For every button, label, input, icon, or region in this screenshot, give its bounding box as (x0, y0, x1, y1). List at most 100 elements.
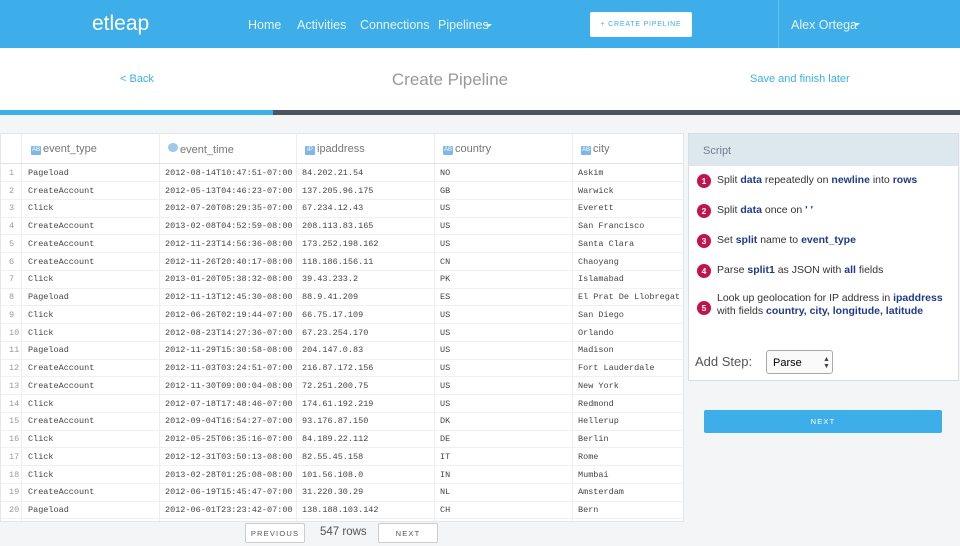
column-name: city (593, 143, 610, 155)
cell: 84.202.21.54 (302, 168, 364, 178)
step-text: Set split name to event_type (717, 234, 952, 247)
row-line (1, 234, 683, 236)
step-word: Set (717, 234, 736, 246)
step-word: Split (717, 174, 741, 186)
cell: IN (440, 469, 451, 480)
row-number: 17 (9, 451, 20, 462)
cell: NL (440, 487, 451, 498)
cell: 2012-09-04T16:54:27-07:00 (165, 416, 293, 427)
column-header: AB event_type (31, 143, 97, 155)
step-number: 4 (697, 264, 711, 278)
cell: DK (440, 416, 451, 427)
step-keyword: ipaddress (893, 292, 943, 304)
cell: CreateAccount (28, 363, 95, 374)
cell: US (440, 221, 451, 232)
nav-link[interactable]: Pipelines (438, 18, 489, 32)
cell: Pageload (28, 168, 69, 178)
back-link[interactable]: < Back (120, 73, 154, 85)
step-word: Look up geolocation for IP address in (717, 292, 894, 304)
row-number: 19 (9, 487, 20, 498)
step-keyword: rows (892, 174, 918, 186)
row-line (1, 411, 683, 413)
select-arrows: ▼ (823, 363, 830, 370)
column-name: event_time (180, 144, 234, 156)
step-text: Parse split1 as JSON with all fields (717, 264, 952, 277)
step-word: name to (757, 234, 802, 246)
cell: 2012-08-23T14:27:36-07:00 (165, 327, 293, 338)
cell: 88.9.41.209 (302, 292, 359, 303)
cell: Pageload (28, 345, 69, 356)
row-line (1, 447, 683, 449)
cell: 2012-06-01T23:23:42-07:00 (165, 505, 293, 516)
step-word: with fields (717, 305, 767, 317)
cell: Islamabad (578, 274, 624, 285)
step-select[interactable]: Parse (766, 350, 833, 374)
nav-link[interactable]: Home (248, 18, 282, 32)
cell: Madison (578, 345, 614, 356)
step-text: Split data once on ' ' (717, 204, 952, 217)
cell: Pageload (28, 505, 69, 516)
cell: Click (28, 434, 54, 445)
row-number: 9 (9, 309, 15, 320)
previous-button[interactable]: PREVIOUS (245, 523, 305, 543)
column-line (159, 134, 160, 521)
row-number: 20 (9, 505, 20, 516)
cell: US (440, 345, 451, 356)
row-number: 12 (9, 363, 20, 374)
cell: US (440, 380, 451, 391)
column-header: event_time (168, 143, 234, 156)
row-line (1, 181, 683, 183)
cell: Mumbai (578, 469, 609, 480)
cell: 216.87.172.156 (302, 363, 374, 374)
cell: 138.188.103.142 (302, 505, 379, 516)
user-menu[interactable]: Alex Ortega (791, 18, 858, 32)
row-line (1, 465, 683, 467)
cell: Bern (578, 505, 599, 516)
next-page-button[interactable]: NEXT (378, 523, 438, 543)
row-line (1, 376, 683, 378)
cell: 2012-07-20T08:29:35-07:00 (165, 203, 293, 214)
cell: 93.176.87.150 (302, 416, 369, 427)
cell: 2012-11-26T20:40:17-08:00 (165, 256, 293, 267)
cell: Redmond (578, 398, 614, 409)
save-link[interactable]: Save and finish later (750, 73, 850, 85)
cell: 101.56.108.0 (302, 469, 364, 480)
row-number: 6 (9, 256, 15, 267)
caret (854, 23, 860, 29)
cell: CreateAccount (28, 487, 95, 498)
type-badge: IP (305, 146, 315, 155)
step-word: Parse (717, 264, 748, 276)
cell: Rome (578, 451, 599, 462)
create-pipeline-button[interactable]: + CREATE PIPELINE (590, 12, 692, 37)
cell: 2012-12-31T03:50:13-08:00 (165, 451, 293, 462)
cell: 39.43.233.2 (302, 274, 359, 285)
cell: Click (28, 274, 54, 285)
cell: Click (28, 203, 54, 214)
cell: 2012-07-18T17:48:46-07:00 (165, 398, 293, 409)
cell: US (440, 203, 451, 214)
nav-link[interactable]: Activities (297, 18, 347, 32)
cell: US (440, 327, 451, 338)
cell: GB (440, 185, 451, 196)
next-button[interactable]: NEXT (704, 410, 942, 433)
cell: New York (578, 380, 619, 391)
row-line (1, 269, 683, 271)
step-keyword: event_type (801, 234, 856, 246)
page-header: < Back Create Pipeline Save and finish l… (0, 48, 960, 110)
cell: San Diego (578, 309, 624, 320)
row-number: 13 (9, 380, 20, 391)
step-keyword: split (735, 234, 758, 246)
row-line (1, 216, 683, 218)
step-word: into (869, 174, 893, 186)
logo[interactable]: etleap (92, 12, 150, 35)
cell: 2012-06-19T15:45:47-07:00 (165, 487, 293, 498)
row-line (1, 500, 683, 502)
cell: 208.113.83.165 (302, 221, 374, 232)
type-badge (168, 143, 178, 152)
nav-link[interactable]: Connections (360, 18, 430, 32)
cell: CH (440, 505, 451, 516)
cell: Berlin (578, 434, 609, 445)
cell: Click (28, 469, 54, 480)
nav-bar: etleap Home Activities Connections Pipel… (0, 0, 960, 48)
